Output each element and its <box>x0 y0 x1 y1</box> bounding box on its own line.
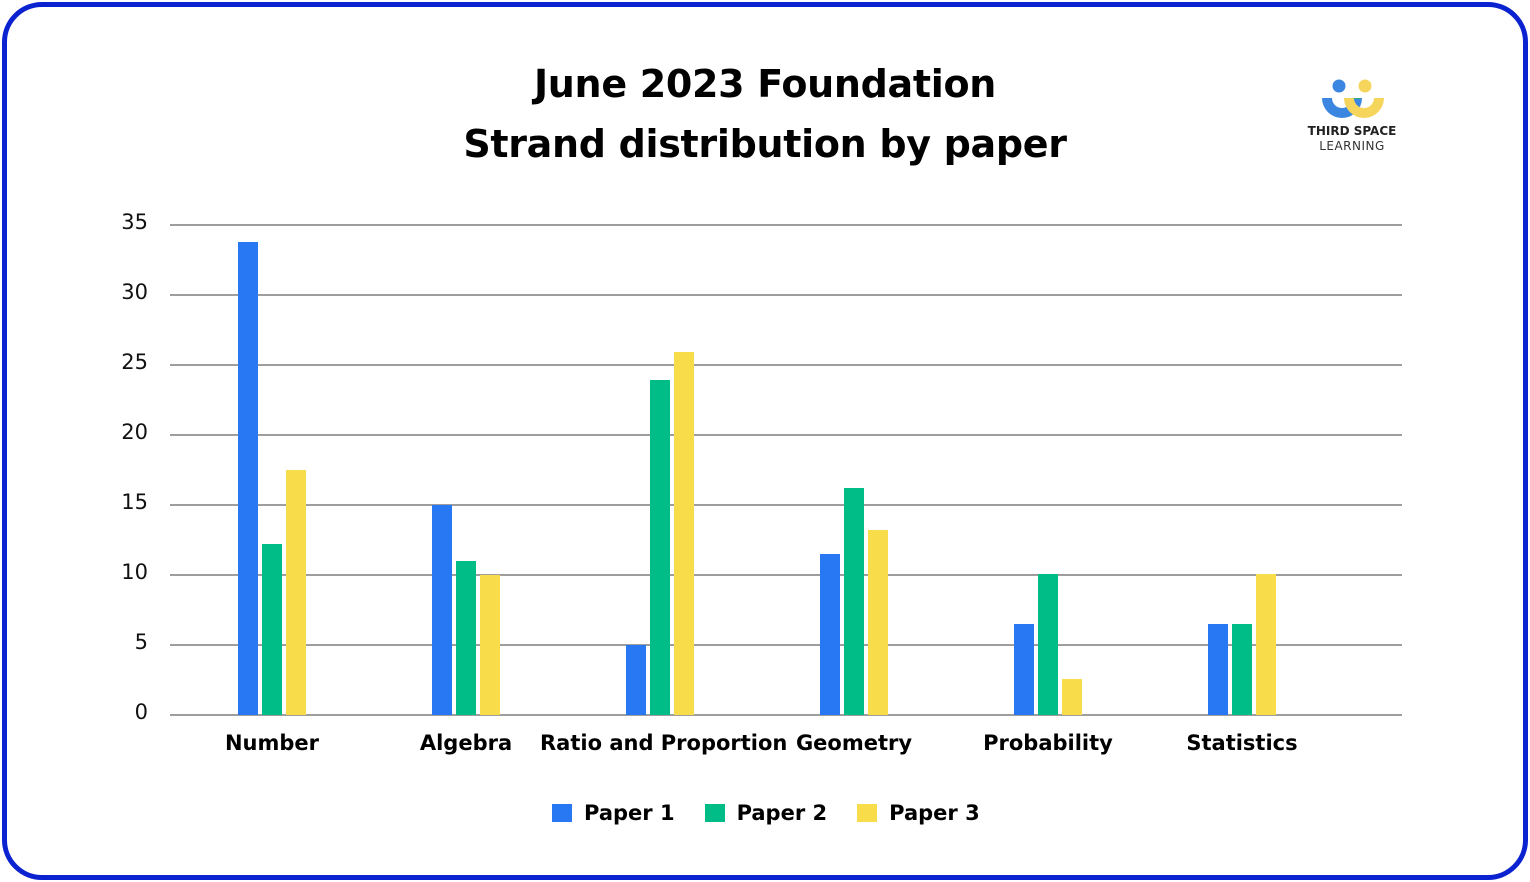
bar-geometry-paper-1 <box>820 554 840 715</box>
y-tick-label: 15 <box>121 490 148 514</box>
legend-swatch-icon <box>552 804 572 822</box>
x-axis-label: Ratio and Proportion <box>540 731 788 755</box>
legend-swatch-icon <box>704 804 725 822</box>
gridline <box>170 714 1402 716</box>
gridline <box>170 504 1402 506</box>
y-tick-label: 0 <box>134 700 148 724</box>
bar-statistics-paper-2 <box>1232 624 1252 715</box>
bar-probability-paper-1 <box>1014 624 1034 715</box>
y-tick-label: 20 <box>121 420 148 444</box>
bar-number-paper-1 <box>238 241 258 715</box>
bar-algebra-paper-2 <box>456 561 476 715</box>
chart-title: June 2023 Foundation <box>533 62 997 106</box>
x-axis-label: Number <box>224 731 320 755</box>
bar-ratio-and-proportion-paper-3 <box>674 352 694 715</box>
gridline <box>170 364 1402 366</box>
bar-probability-paper-3 <box>1062 678 1082 715</box>
legend-label: Paper 2 <box>736 801 828 825</box>
legend-swatch-icon <box>857 804 878 822</box>
x-axis-label: Geometry <box>795 731 913 755</box>
bar-number-paper-3 <box>286 470 306 715</box>
bar-ratio-and-proportion-paper-1 <box>626 645 646 715</box>
y-tick-label: 10 <box>121 560 148 584</box>
x-axis-label: Probability <box>983 731 1113 755</box>
x-axis-label: Statistics <box>1186 731 1298 755</box>
legend-item: Paper 2 <box>704 801 828 825</box>
bar-number-paper-2 <box>262 544 282 715</box>
bar-geometry-paper-3 <box>868 530 888 715</box>
bar-algebra-paper-1 <box>432 505 452 715</box>
x-axis-label: Algebra <box>419 731 513 755</box>
bar-geometry-paper-2 <box>844 488 864 715</box>
bar-statistics-paper-3 <box>1256 573 1276 715</box>
y-tick-label: 35 <box>121 210 148 234</box>
legend-label: Paper 1 <box>584 801 675 825</box>
gridline <box>170 434 1402 436</box>
chart-subtitle: Strand distribution by paper <box>463 122 1067 166</box>
logo-text-line1: THIRD SPACE <box>1307 124 1397 138</box>
third-space-learning-logo-icon <box>1322 79 1384 118</box>
y-tick-label: 5 <box>134 630 148 654</box>
gridline <box>170 294 1402 296</box>
bar-ratio-and-proportion-paper-2 <box>650 380 670 715</box>
bar-algebra-paper-3 <box>480 575 500 715</box>
gridline <box>170 224 1402 226</box>
bar-statistics-paper-1 <box>1208 624 1228 715</box>
gridline <box>170 644 1402 646</box>
y-tick-label: 25 <box>121 350 148 374</box>
legend: Paper 1 Paper 2 Paper 3 <box>552 800 1010 826</box>
y-tick-label: 30 <box>121 280 148 304</box>
legend-label: Paper 3 <box>889 801 980 825</box>
legend-item: Paper 3 <box>857 801 980 825</box>
legend-item: Paper 1 <box>552 801 675 825</box>
bar-probability-paper-2 <box>1038 573 1058 715</box>
gridline <box>170 574 1402 576</box>
logo-text-line2: LEARNING <box>1319 139 1385 153</box>
